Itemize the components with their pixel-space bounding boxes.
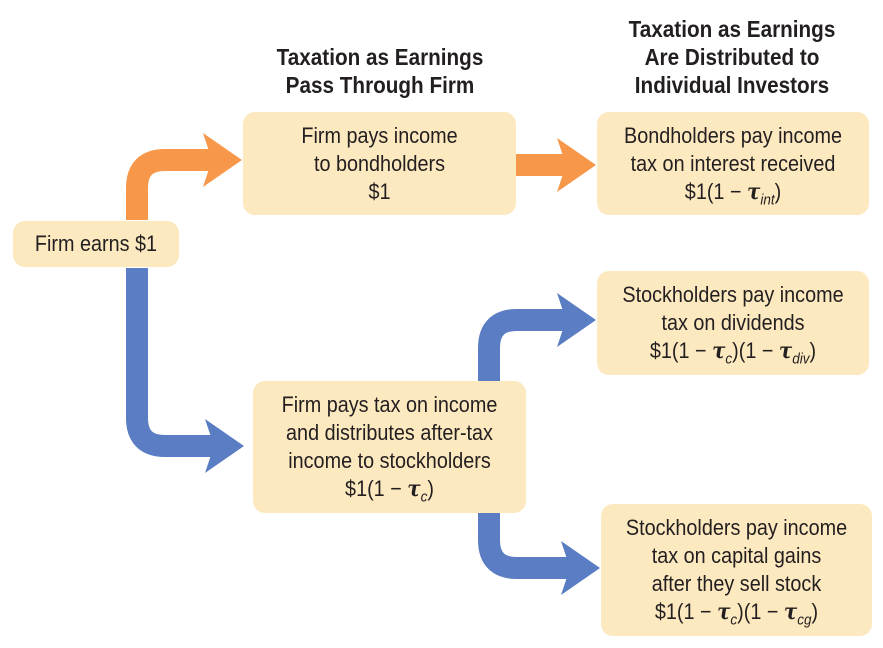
- arrow-stock-to-capital-gains: [478, 512, 570, 579]
- arrow-stock-to-dividends: [478, 309, 566, 382]
- box-bondholders-tax: Bondholders pay income tax on interest r…: [597, 112, 869, 215]
- arrow-head-earn-to-stock: [205, 419, 244, 473]
- heading-pass-through-firm: Taxation as Earnings Pass Through Firm: [276, 44, 484, 98]
- formula-firm-tax: $1(1 − τc): [345, 476, 434, 506]
- box-firm-pays-tax: Firm pays tax on income and distributes …: [253, 381, 526, 513]
- box-firm-pays-bondholders: Firm pays income to bondholders $1: [243, 112, 516, 215]
- formula-dividends: $1(1 − τc)(1 − τdiv): [649, 338, 817, 368]
- arrow-head-bondholders-to-tax: [557, 138, 596, 192]
- box-firm-earns: Firm earns $1: [13, 221, 179, 267]
- arrow-head-earn-to-bondholders: [203, 133, 242, 187]
- formula-capital-gains: $1(1 − τc)(1 − τcg): [654, 599, 819, 629]
- arrow-head-stock-to-dividends: [557, 293, 596, 347]
- formula-bondholders: $1(1 − τint): [684, 178, 782, 208]
- arrow-earn-to-stock: [126, 268, 214, 457]
- arrow-earn-to-bondholders: [126, 149, 212, 220]
- arrow-head-stock-to-capital-gains: [561, 541, 600, 595]
- heading-distributed-to-investors: Taxation as Earnings Are Distributed to …: [628, 16, 836, 98]
- box-stockholders-dividends: Stockholders pay income tax on dividends…: [597, 271, 869, 375]
- box-stockholders-capital-gains: Stockholders pay income tax on capital g…: [601, 504, 872, 636]
